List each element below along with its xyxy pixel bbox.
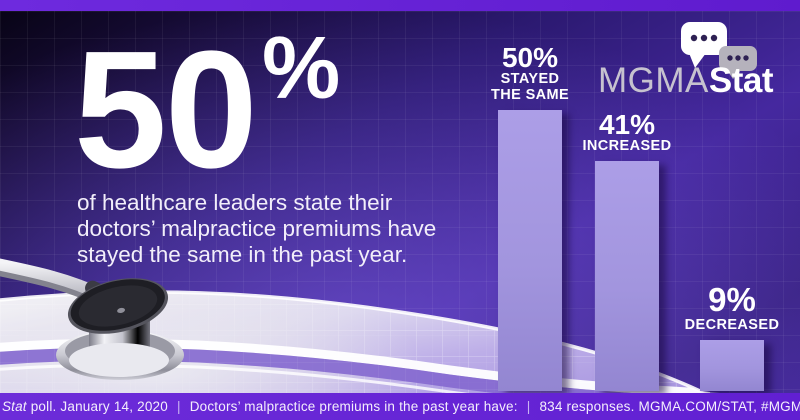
- mgma-stat-logo: MGMAStat: [585, 20, 775, 98]
- logo-product-text: Stat: [708, 61, 774, 100]
- hero-stat-percent-sign: %: [262, 18, 341, 117]
- bar-category-label: DECREASED: [684, 317, 780, 334]
- hero-description-line: of healthcare leaders state their: [77, 190, 393, 215]
- bar-stayed-the-same: [498, 110, 562, 391]
- footer-bar: MGMA Stat poll. January 14, 2020 | Docto…: [0, 393, 800, 420]
- bar-column-increased: 41% INCREASED: [572, 108, 682, 391]
- bar-column-decreased: 9% DECREASED: [677, 283, 787, 391]
- hero-description-line: doctors’ malpractice premiums have: [77, 216, 437, 241]
- bar-increased: [595, 161, 659, 391]
- bar-value-label: 41%: [598, 108, 656, 140]
- footer-separator: |: [176, 399, 181, 414]
- bar-category-label: INCREASED: [582, 138, 672, 155]
- bar-label: 41% INCREASED: [582, 108, 672, 155]
- footer-poll-info: MGMA Stat poll. January 14, 2020: [1, 399, 168, 414]
- stethoscope-icon: [0, 258, 184, 380]
- hero-stat: 50 %: [74, 0, 394, 194]
- logo-wordmark: MGMAStat: [597, 61, 774, 100]
- footer-separator: |: [526, 399, 531, 414]
- bar-label: 9% DECREASED: [685, 283, 780, 334]
- bar-value-label: 9%: [708, 281, 756, 319]
- speech-bubbles-icon: [681, 22, 757, 79]
- logo-brand-text: MGMA: [597, 61, 709, 100]
- bar-category-label: THE SAME: [490, 87, 570, 104]
- top-accent-strip: [0, 0, 800, 11]
- bar-value-label: 50%: [501, 41, 559, 73]
- hero-description: of healthcare leaders state their doctor…: [77, 190, 436, 268]
- bar-category-label: STAYED: [500, 71, 560, 88]
- bar-decreased: [700, 340, 764, 391]
- footer-responses: 834 responses. MGMA.COM/STAT, #MGMASTAT: [539, 399, 800, 414]
- hero-description-line: stayed the same in the past year.: [77, 242, 408, 267]
- bar-column-stayed-the-same: 50% STAYED THE SAME: [475, 41, 585, 391]
- hero-stat-value: 50: [74, 17, 258, 203]
- footer-question: Doctors’ malpractice premiums in the pas…: [189, 399, 518, 414]
- bar-label: 50% STAYED THE SAME: [490, 41, 570, 104]
